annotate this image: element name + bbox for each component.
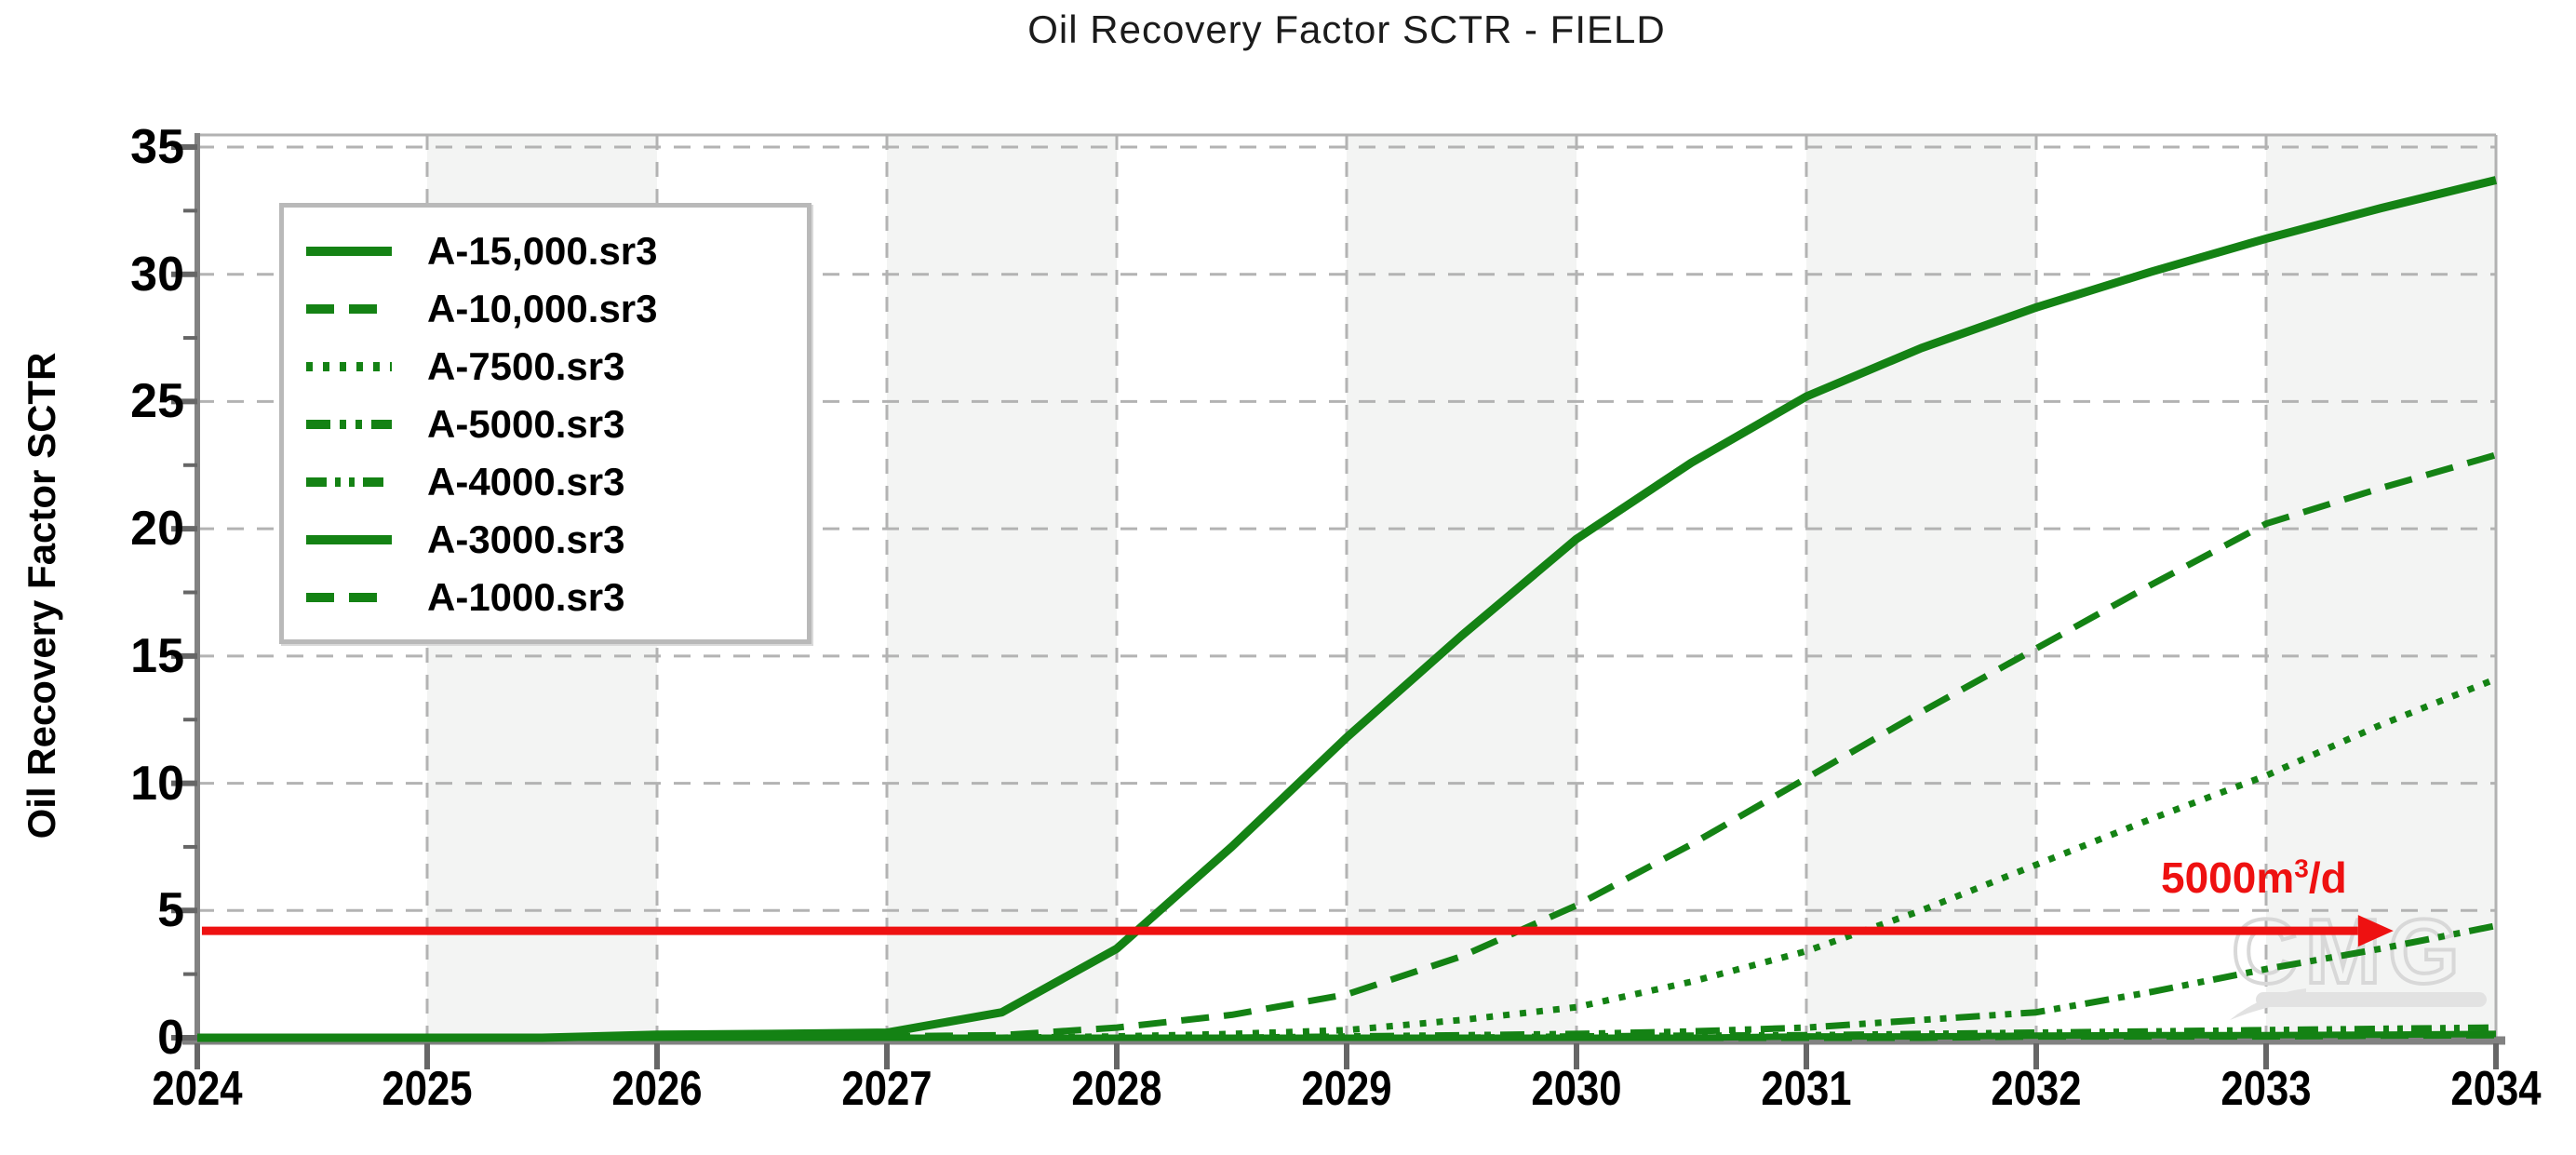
x-tick-label-2031: 2031: [1761, 1062, 1852, 1116]
legend-swatch-line: [306, 535, 392, 544]
year-band-2027: [887, 135, 1117, 1038]
legend-item-label: A-3000.sr3: [427, 517, 625, 561]
rate-annotation: 5000m3/d: [2161, 853, 2347, 903]
legend-item-label: A-5000.sr3: [427, 402, 625, 446]
chart-title: Oil Recovery Factor SCTR - FIELD: [1027, 7, 1666, 51]
legend-swatch-line: [306, 593, 392, 602]
legend-item-a-7500-sr3: A-7500.sr3: [284, 338, 807, 396]
y-tick-label-15: 15: [130, 628, 184, 683]
y-tick-label-25: 25: [130, 374, 184, 429]
legend-item-a-4000-sr3: A-4000.sr3: [284, 453, 807, 511]
x-tick-label-2027: 2027: [841, 1062, 932, 1116]
legend-item-a-1000-sr3: A-1000.sr3: [284, 569, 807, 626]
series-line-a-3000-sr3: [197, 1030, 2497, 1041]
x-tick-label-2028: 2028: [1071, 1062, 1162, 1116]
year-band-2029: [1347, 135, 1576, 1038]
x-tick-label-2025: 2025: [382, 1062, 473, 1116]
x-tick-label-2030: 2030: [1531, 1062, 1622, 1116]
series-line-a-7500-sr3: [197, 676, 2498, 1041]
legend-item-label: A-15,000.sr3: [427, 229, 658, 273]
cmg-watermark-underline: [2256, 992, 2487, 1007]
rate-annotation-superscript: 3: [2294, 853, 2309, 883]
legend-swatch-line: [306, 304, 392, 314]
y-tick-label-0: 0: [157, 1011, 184, 1065]
year-band-2033: [2266, 135, 2496, 1038]
gridlines: [197, 135, 2496, 1038]
legend-item-label: A-7500.sr3: [427, 344, 625, 388]
rate-arrow: [201, 915, 2394, 947]
x-tick-label-2029: 2029: [1301, 1062, 1392, 1116]
series-lines: [197, 176, 2498, 1042]
legend-item-a-5000-sr3: A-5000.sr3: [284, 396, 807, 453]
legend-item-a-10-000-sr3: A-10,000.sr3: [284, 280, 807, 338]
x-tick-label-2024: 2024: [152, 1062, 243, 1116]
rate-annotation-prefix: 5000m: [2161, 853, 2295, 902]
series-line-a-10-000-sr3: [197, 451, 2497, 1041]
legend: A-15,000.sr3 A-10,000.sr3 A-7500.sr3 A-5000…: [279, 203, 812, 644]
y-tick-label-5: 5: [157, 883, 184, 938]
x-tick-label-2026: 2026: [611, 1062, 703, 1116]
cmg-watermark-text: CMG: [2232, 900, 2467, 1002]
legend-swatch-line: [306, 247, 392, 256]
legend-item-label: A-10,000.sr3: [427, 287, 658, 330]
y-tick-label-20: 20: [130, 502, 184, 557]
legend-item-label: A-1000.sr3: [427, 575, 625, 619]
x-tick-label-2034: 2034: [2450, 1062, 2542, 1116]
cmg-watermark-swoosh: [2230, 988, 2306, 1020]
legend-swatch-line: [306, 420, 392, 429]
legend-swatch-line: [306, 362, 392, 371]
y-tick-label-10: 10: [130, 756, 184, 811]
year-band-2031: [1806, 135, 2036, 1038]
x-tick-label-2033: 2033: [2220, 1062, 2312, 1116]
legend-swatch-line: [306, 477, 392, 487]
shaded-year-bands: [427, 135, 2496, 1038]
y-tick-label-35: 35: [130, 120, 184, 174]
rate-annotation-suffix: /d: [2308, 853, 2347, 902]
legend-item-a-15-000-sr3: A-15,000.sr3: [284, 222, 807, 280]
y-tick-label-30: 30: [130, 247, 184, 302]
x-tick-label-2032: 2032: [1991, 1062, 2082, 1116]
cmg-watermark: CMG: [2230, 898, 2487, 1020]
rate-arrow-head: [2357, 915, 2394, 947]
legend-item-label: A-4000.sr3: [427, 460, 625, 504]
legend-item-a-3000-sr3: A-3000.sr3: [284, 511, 807, 569]
